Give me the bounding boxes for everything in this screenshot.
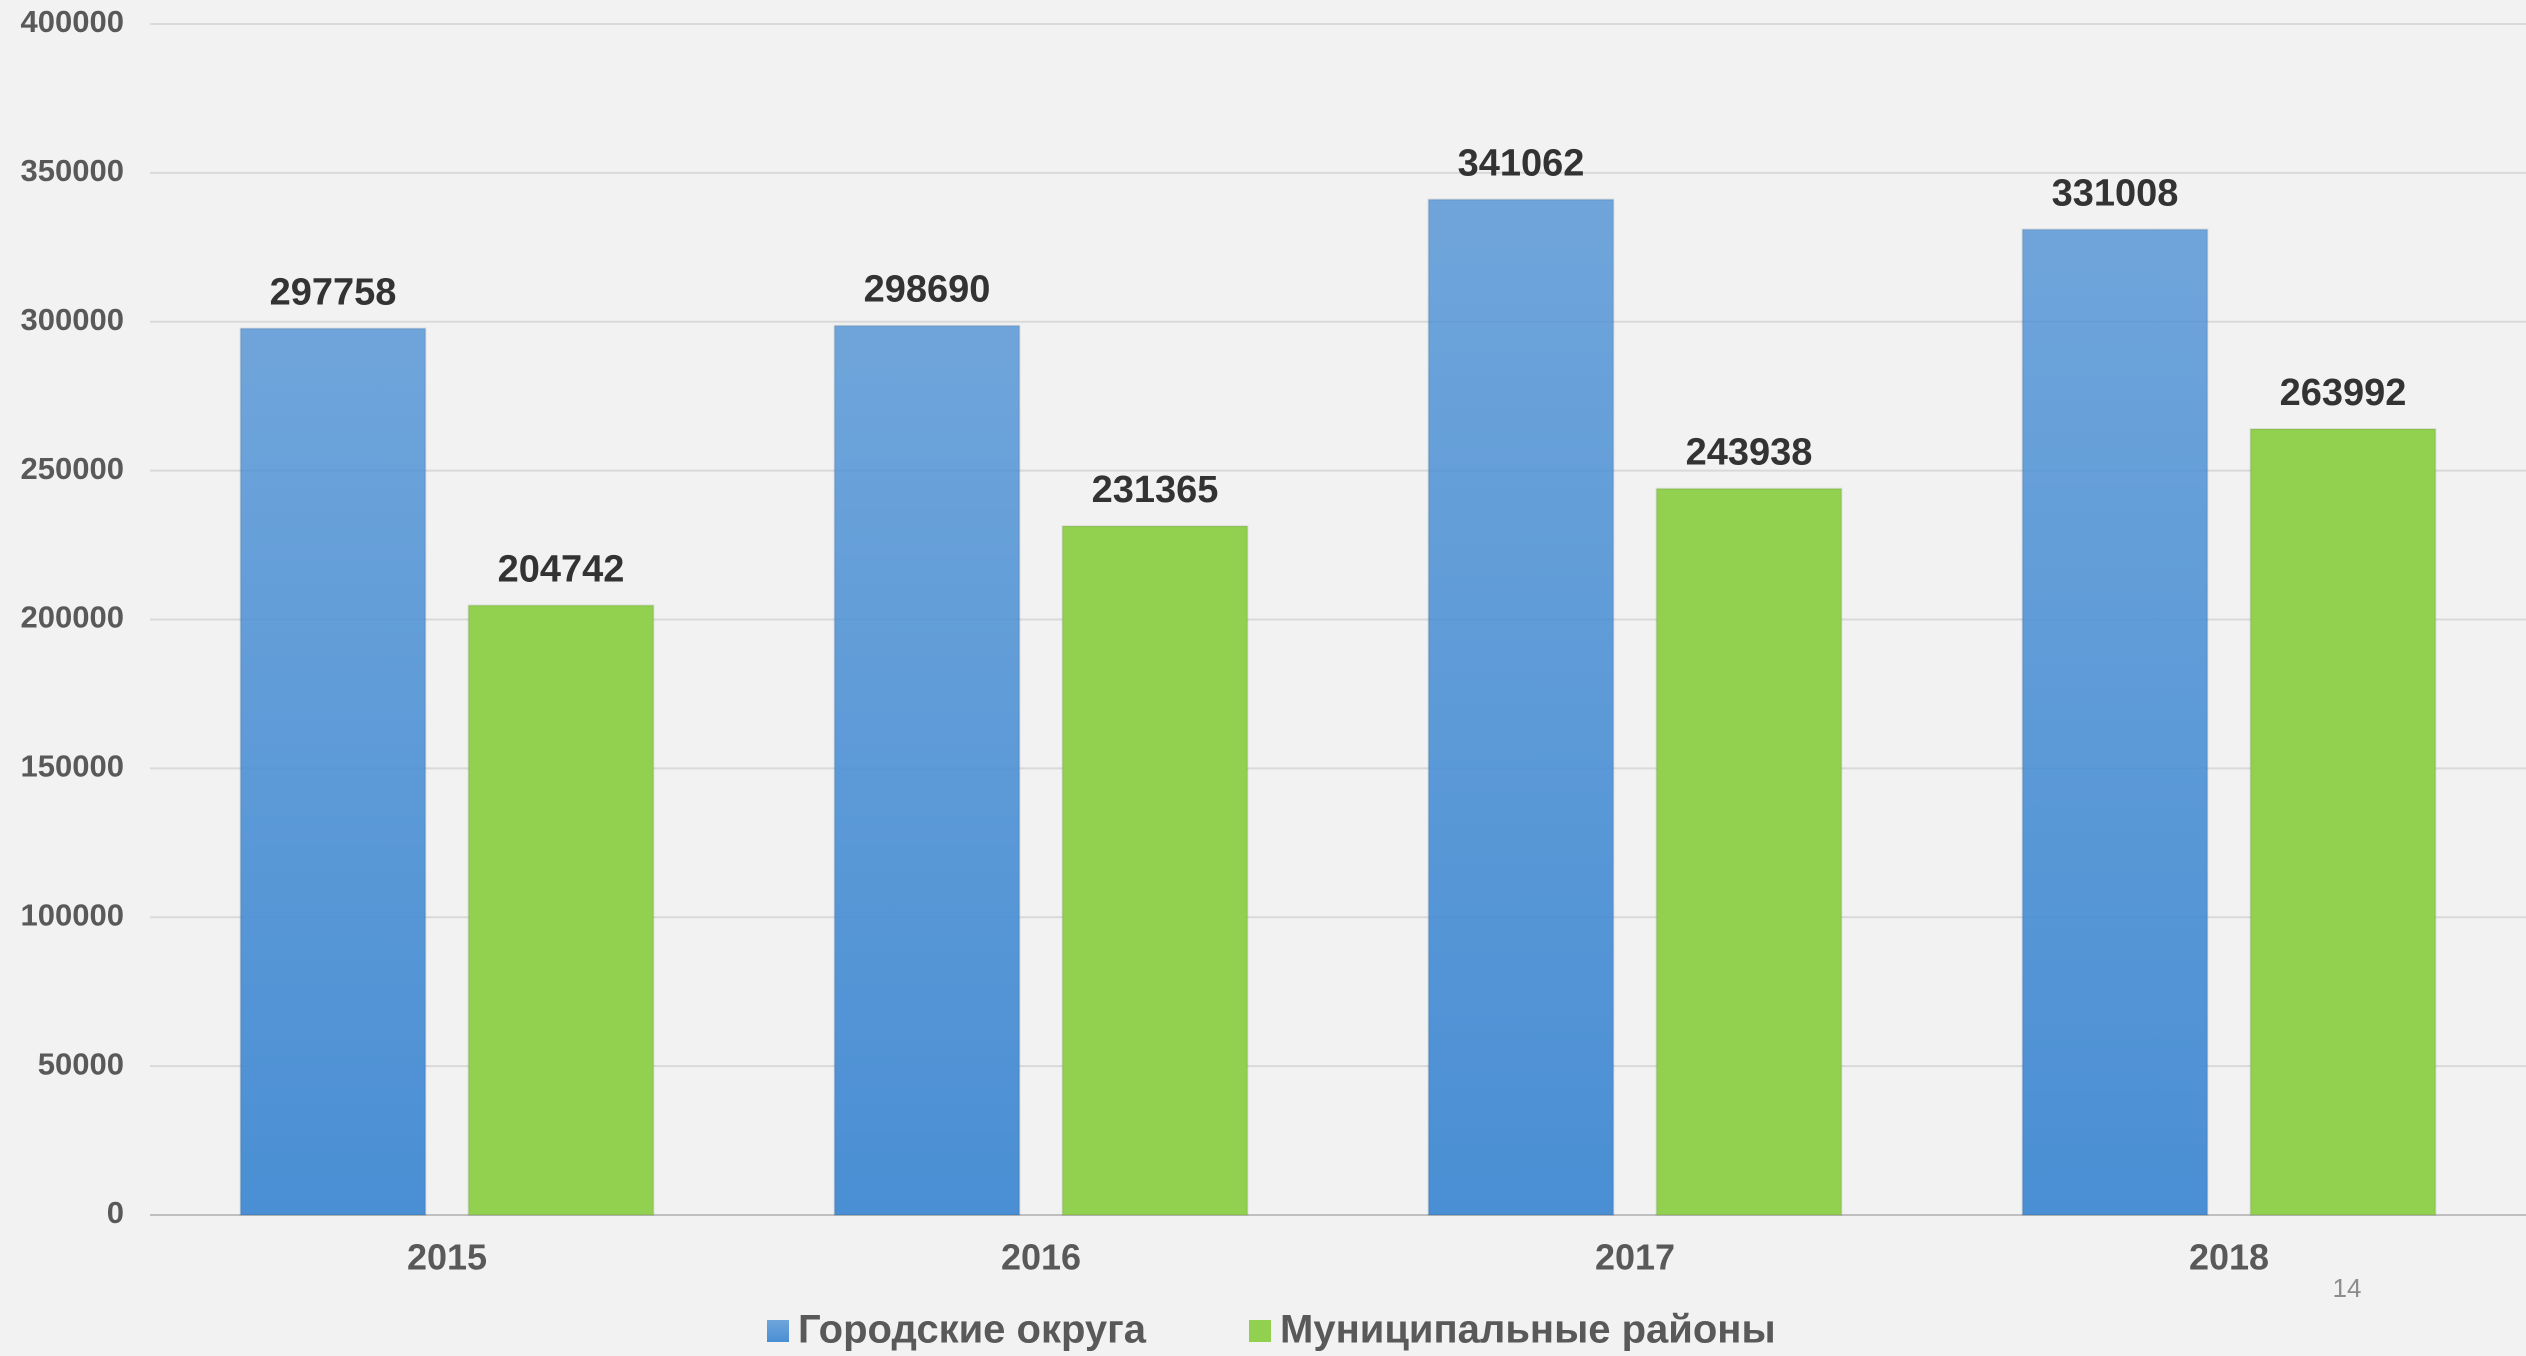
y-tick-label: 350000 <box>21 153 124 188</box>
legend-swatch <box>767 1320 789 1342</box>
legend-label: Городские округа <box>798 1308 1147 1352</box>
x-tick-label: 2015 <box>407 1237 487 1278</box>
bar <box>239 327 427 1217</box>
data-label: 331008 <box>2052 172 2179 214</box>
bar <box>2249 427 2437 1216</box>
data-label: 297758 <box>270 271 397 313</box>
bar <box>1427 198 1615 1216</box>
data-label: 298690 <box>864 269 991 311</box>
y-tick-label: 100000 <box>21 897 124 932</box>
bar <box>2021 228 2209 1216</box>
bar <box>833 324 1021 1216</box>
legend-swatch <box>1249 1320 1271 1342</box>
y-tick-label: 200000 <box>21 600 124 635</box>
legend-label: Муниципальные районы <box>1280 1308 1776 1352</box>
bar <box>1655 487 1843 1216</box>
y-tick-label: 50000 <box>38 1046 124 1081</box>
y-tick-label: 150000 <box>21 749 124 784</box>
y-tick-label: 0 <box>107 1195 124 1230</box>
y-tick-label: 400000 <box>21 4 124 39</box>
y-tick-label: 300000 <box>21 302 124 337</box>
data-label: 231365 <box>1092 469 1219 511</box>
y-tick-label: 250000 <box>21 451 124 486</box>
data-label: 204742 <box>498 548 625 590</box>
data-label: 243938 <box>1686 432 1813 474</box>
bar <box>467 604 655 1216</box>
data-label: 263992 <box>2280 372 2407 414</box>
data-label: 341062 <box>1458 143 1585 185</box>
bar <box>1061 525 1249 1216</box>
page-number: 14 <box>2333 1273 2362 1303</box>
x-tick-label: 2016 <box>1001 1237 1081 1278</box>
x-tick-label: 2018 <box>2189 1237 2269 1278</box>
x-tick-label: 2017 <box>1595 1237 1675 1278</box>
